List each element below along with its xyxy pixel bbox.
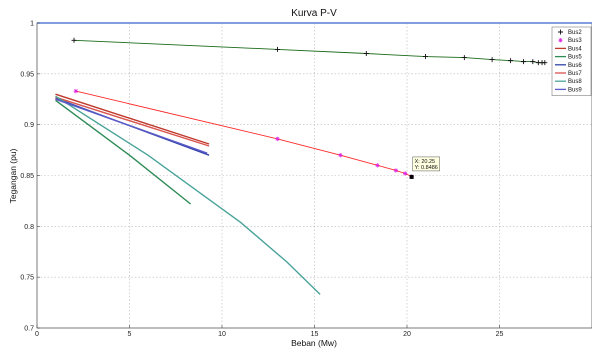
chart-title: Kurva P-V — [291, 8, 337, 19]
legend-item-bus8[interactable]: Bus8 — [555, 79, 582, 85]
data-point-bus2 — [461, 55, 467, 61]
datatip-marker — [409, 174, 414, 179]
x-tick-label: 15 — [311, 331, 319, 338]
data-point-bus2 — [521, 59, 527, 65]
legend-swatch — [558, 38, 563, 43]
series-line-bus9 — [55, 98, 208, 154]
y-tick-label: 0.85 — [20, 173, 34, 180]
legend-item-bus3[interactable]: Bus3 — [558, 38, 582, 44]
series-bus2 — [71, 37, 548, 66]
grid — [37, 23, 592, 328]
series-layer — [55, 37, 548, 295]
legend-item-bus7[interactable]: Bus7 — [555, 71, 582, 77]
series-bus5 — [55, 99, 192, 205]
y-tick-label: 0.8 — [24, 224, 34, 231]
x-tick-label: 10 — [218, 331, 226, 338]
series-line-bus5 — [55, 99, 192, 205]
series-bus7 — [55, 96, 210, 147]
data-point-bus2 — [423, 54, 428, 60]
datatip-x: X: 20.25 — [415, 159, 436, 165]
y-axis-label: Tegangan (pu) — [8, 148, 18, 203]
legend-item-bus4[interactable]: Bus4 — [555, 46, 582, 52]
legend-label: Bus2 — [568, 30, 582, 36]
series-bus9 — [55, 98, 208, 154]
data-point-bus2 — [542, 60, 548, 66]
datatip[interactable]: X: 20.25Y: 0.8486 — [409, 156, 440, 179]
datatip-y: Y: 0.8486 — [415, 165, 438, 171]
series-line-bus7 — [55, 96, 210, 147]
y-tick-label: 0.9 — [24, 122, 34, 129]
data-point-bus2 — [71, 37, 77, 43]
data-point-bus3 — [275, 136, 280, 142]
y-tick-label: 1 — [30, 21, 34, 28]
legend-item-bus9[interactable]: Bus9 — [555, 87, 582, 93]
x-tick-label: 25 — [496, 331, 504, 338]
legend-label: Bus9 — [568, 87, 582, 93]
data-point-bus2 — [508, 58, 514, 64]
series-line-bus8 — [55, 95, 321, 295]
legend-label: Bus3 — [568, 38, 582, 44]
x-axis-label: Beban (Mw) — [291, 338, 337, 348]
legend-label: Bus8 — [568, 79, 582, 85]
data-point-bus3 — [402, 171, 408, 176]
y-tick-label: 0.75 — [20, 275, 34, 282]
data-point-bus2 — [363, 51, 369, 56]
series-bus4 — [55, 93, 210, 145]
x-tick-label: 0 — [35, 331, 39, 338]
data-point-bus3 — [375, 163, 380, 168]
legend[interactable]: Bus2 Bus3 Bus4 Bus5 Bus6 Bus7 Bus8 Bus9 — [551, 26, 592, 96]
y-tick-label: 0.7 — [24, 326, 34, 333]
legend-item-bus5[interactable]: Bus5 — [555, 55, 582, 61]
series-bus8 — [55, 95, 321, 295]
x-tick-label: 20 — [403, 331, 411, 338]
legend-label: Bus4 — [568, 46, 582, 52]
data-point-bus2 — [275, 46, 280, 52]
legend-box — [551, 26, 592, 96]
data-point-bus3 — [393, 168, 399, 173]
legend-label: Bus5 — [568, 55, 582, 61]
series-bus3 — [73, 88, 414, 179]
legend-label: Bus6 — [568, 63, 582, 69]
datatip-box — [412, 156, 440, 172]
legend-swatch — [558, 29, 563, 35]
data-point-bus2 — [489, 57, 495, 63]
data-point-bus3 — [338, 152, 343, 158]
y-tick-label: 0.95 — [20, 71, 34, 78]
tick-labels: 0 5 10 15 20 25 0.7 0.75 0.8 0.85 0.9 0.95 1 — [20, 21, 503, 339]
series-line-bus4 — [55, 93, 210, 145]
data-point-bus2 — [530, 59, 536, 65]
legend-label: Bus7 — [568, 71, 582, 77]
legend-item-bus2[interactable]: Bus2 — [558, 29, 582, 37]
x-tick-label: 5 — [128, 331, 132, 338]
legend-item-bus6[interactable]: Bus6 — [555, 63, 582, 69]
data-point-bus3 — [73, 88, 79, 94]
